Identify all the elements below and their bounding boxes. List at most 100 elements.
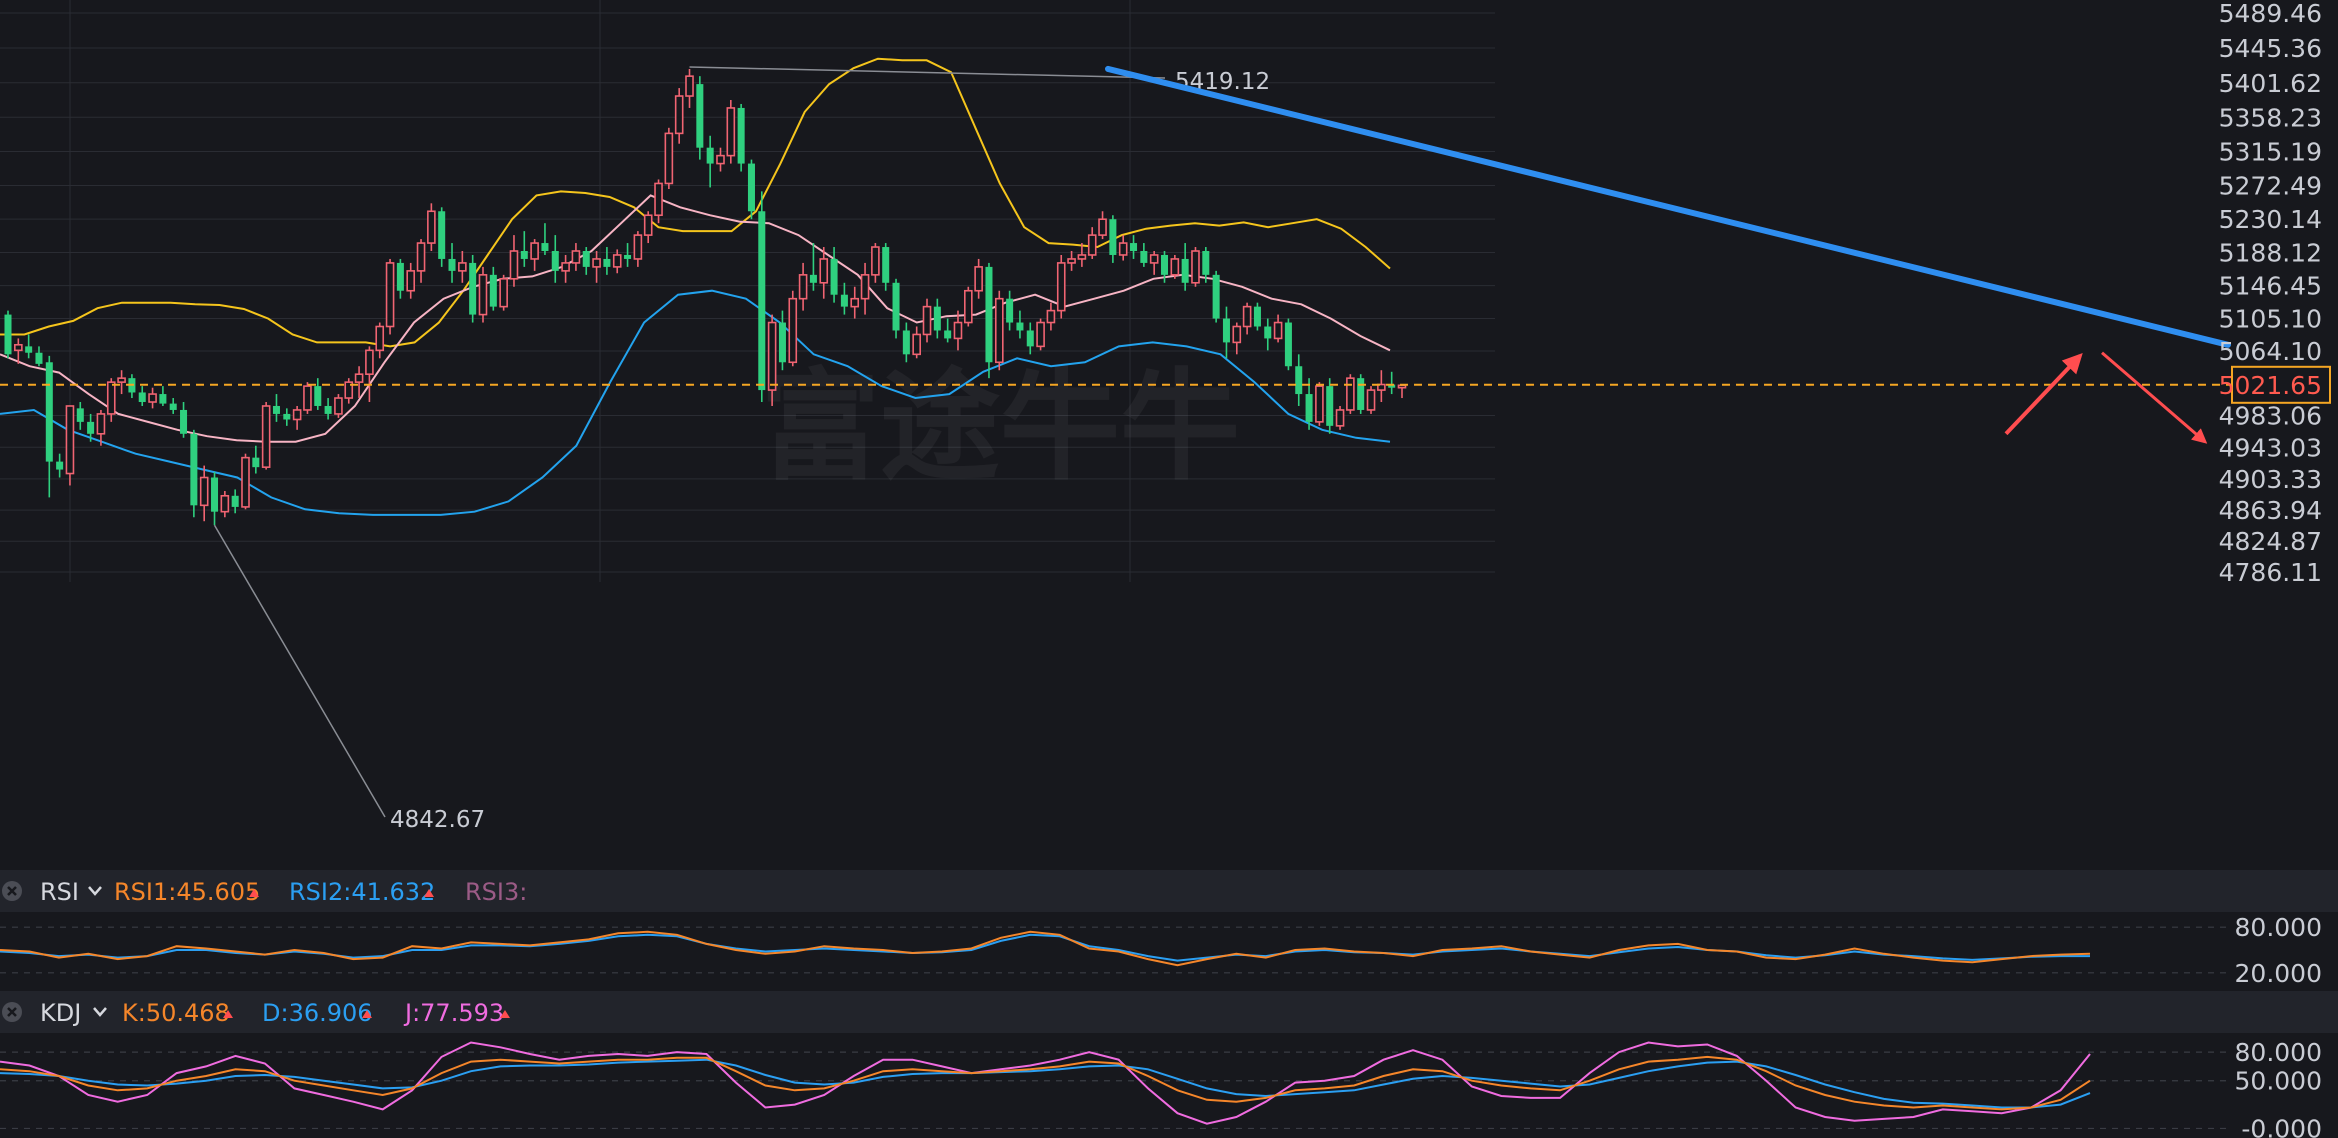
candle-body bbox=[561, 262, 570, 272]
candle-body bbox=[56, 461, 64, 470]
candle-body bbox=[530, 242, 539, 260]
price-tick-label: 5188.12 bbox=[2219, 238, 2322, 267]
candle-body bbox=[478, 274, 488, 316]
price-tick-label: 5230.14 bbox=[2219, 205, 2322, 234]
candle-body bbox=[1191, 250, 1200, 284]
candle-body bbox=[385, 262, 395, 328]
candle-body bbox=[241, 456, 250, 508]
price-tick-label: 5315.19 bbox=[2219, 138, 2322, 167]
candle-body bbox=[871, 246, 880, 276]
candle-body bbox=[272, 405, 280, 414]
candle-body bbox=[438, 211, 446, 259]
candle-body bbox=[148, 393, 157, 403]
candle-body bbox=[737, 107, 745, 164]
candle-body bbox=[1016, 322, 1024, 331]
rsi-header bbox=[0, 870, 2338, 912]
candle-body bbox=[458, 262, 467, 272]
candle-body bbox=[25, 346, 33, 353]
chevron-down-icon[interactable] bbox=[88, 886, 102, 896]
candle-body bbox=[211, 477, 219, 512]
candle-body bbox=[902, 330, 910, 355]
candle-body bbox=[1242, 305, 1252, 328]
candle-body bbox=[1130, 243, 1138, 252]
candle-body bbox=[624, 254, 632, 259]
candle-body bbox=[96, 413, 106, 435]
candle-body bbox=[1026, 330, 1034, 347]
rsi3-label: RSI3: bbox=[465, 878, 527, 906]
candle-body bbox=[231, 495, 239, 507]
candle-body bbox=[180, 409, 188, 434]
candle-body bbox=[788, 297, 798, 364]
price-tick-label: 5146.45 bbox=[2219, 272, 2322, 301]
candle-body bbox=[809, 274, 817, 283]
rsi1-up-icon bbox=[249, 889, 259, 897]
candle-body bbox=[159, 394, 167, 404]
candle-body bbox=[633, 234, 643, 260]
candle-body bbox=[798, 274, 808, 300]
price-tick-label: 4786.11 bbox=[2219, 558, 2322, 587]
rsi-indicator-name[interactable]: RSI bbox=[40, 878, 79, 906]
kdj-k-up-icon bbox=[223, 1010, 233, 1018]
candle-body bbox=[664, 132, 674, 185]
chevron-down-icon[interactable] bbox=[93, 1007, 107, 1017]
current-price-label: 5021.65 bbox=[2219, 371, 2322, 400]
indicator-axis-label: 50.000 bbox=[2235, 1067, 2322, 1096]
candle-body bbox=[1212, 274, 1220, 319]
price-tick-label: 5272.49 bbox=[2219, 171, 2322, 200]
candle-body bbox=[592, 258, 601, 268]
candle-body bbox=[190, 433, 198, 506]
candle-body bbox=[292, 409, 302, 421]
candle-body bbox=[469, 262, 477, 315]
candle-body bbox=[716, 154, 725, 165]
candle-body bbox=[1036, 321, 1045, 348]
kdj-indicator-name[interactable]: KDJ bbox=[40, 999, 81, 1027]
kdj-k-label: K:50.468 bbox=[122, 999, 230, 1027]
candle-body bbox=[541, 243, 549, 252]
candle-body bbox=[747, 163, 755, 212]
kdj-close-icon[interactable] bbox=[2, 1002, 22, 1022]
candle-body bbox=[643, 214, 653, 236]
candle-body bbox=[571, 250, 581, 264]
rsi2-up-icon bbox=[424, 889, 434, 897]
candle-body bbox=[612, 254, 622, 268]
candle-body bbox=[654, 182, 663, 217]
indicator-axis-label: 20.000 bbox=[2235, 959, 2322, 988]
candle-body bbox=[138, 392, 146, 403]
candle-body bbox=[220, 494, 230, 513]
candle-body bbox=[674, 95, 684, 135]
candle-body bbox=[1046, 309, 1056, 324]
candle-body bbox=[1388, 384, 1396, 388]
candle-body bbox=[912, 333, 921, 356]
candle-body bbox=[76, 408, 84, 422]
candle-body bbox=[944, 330, 952, 339]
candle-body bbox=[1077, 254, 1087, 260]
candle-body bbox=[406, 270, 416, 292]
candle-body bbox=[427, 210, 436, 244]
candle-body bbox=[106, 381, 116, 415]
candle-body bbox=[1346, 377, 1355, 411]
candle-body bbox=[416, 242, 426, 272]
candle-body bbox=[922, 305, 932, 336]
candle-body bbox=[1170, 258, 1180, 276]
candle-body bbox=[252, 457, 260, 468]
candle-body bbox=[726, 107, 736, 157]
candle-body bbox=[840, 294, 848, 307]
candle-body bbox=[314, 386, 322, 406]
rsi2-label: RSI2:41.632 bbox=[289, 878, 435, 906]
candle-body bbox=[1098, 218, 1107, 236]
price-tick-label: 5105.10 bbox=[2219, 304, 2322, 333]
kdj-j-line bbox=[0, 1041, 2091, 1125]
candle-body bbox=[1109, 219, 1117, 255]
candle-body bbox=[778, 322, 786, 363]
rsi-close-icon[interactable] bbox=[2, 881, 22, 901]
price-tick-label: 4943.03 bbox=[2219, 433, 2322, 462]
price-tick-label: 5064.10 bbox=[2219, 337, 2322, 366]
candle-body bbox=[344, 381, 354, 399]
candle-body bbox=[1232, 325, 1242, 344]
price-tick-label: 4903.33 bbox=[2219, 465, 2322, 494]
rsi1-label: RSI1:45.605 bbox=[114, 878, 260, 906]
rsi1-line bbox=[0, 930, 2091, 967]
